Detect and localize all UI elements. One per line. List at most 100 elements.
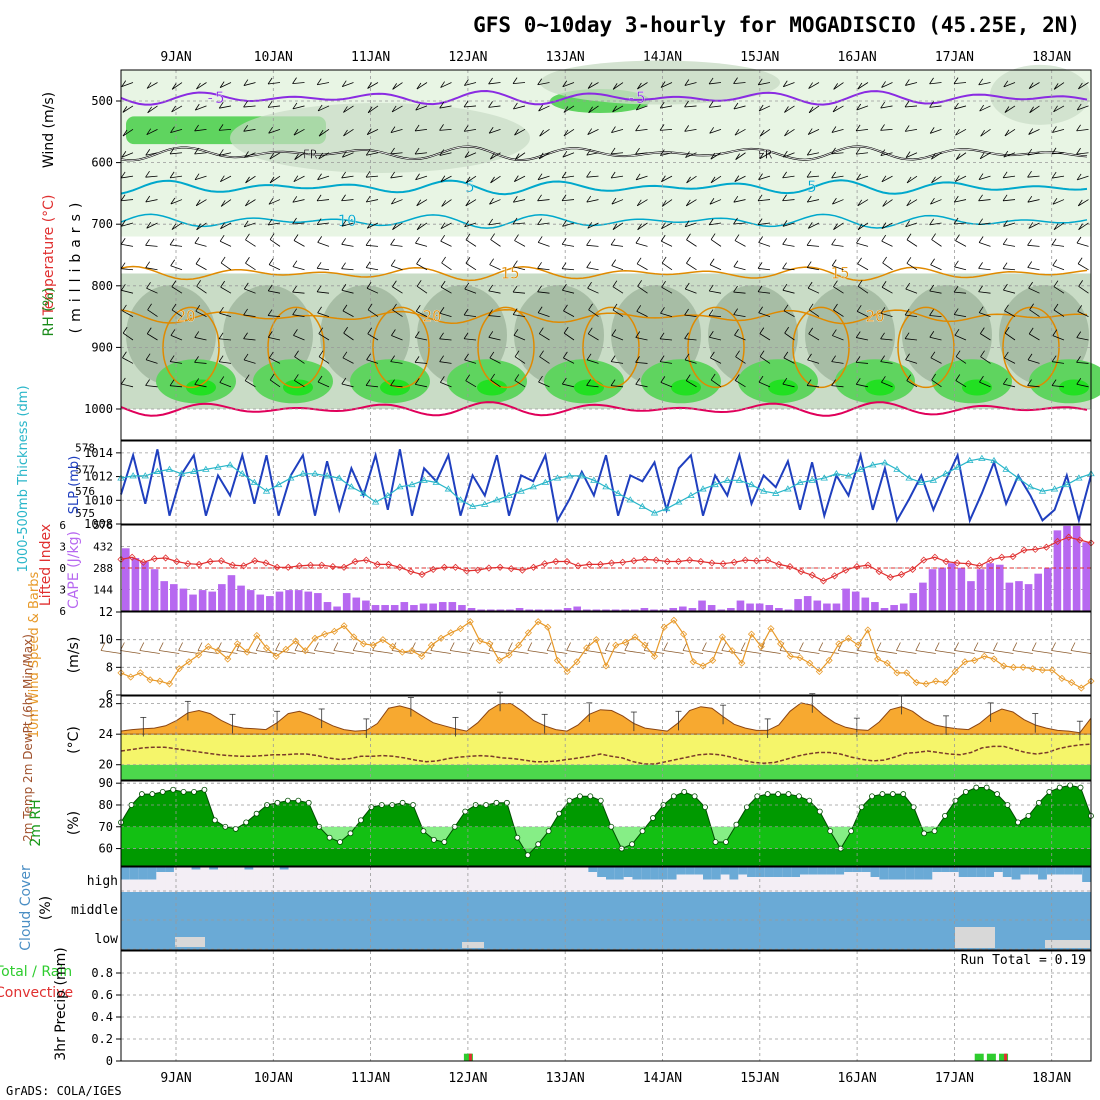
wind10-barb-flag xyxy=(158,642,164,651)
wind-barb-flag xyxy=(341,80,347,87)
wind-barb-flag xyxy=(219,306,224,314)
wind10-point xyxy=(233,640,241,648)
wind10-barb xyxy=(760,650,781,654)
li-point xyxy=(797,568,805,576)
precip-total-bar xyxy=(999,1053,1009,1061)
wind10-barb-flag xyxy=(314,642,319,651)
cape-bar xyxy=(592,609,601,611)
wind-barb-flag xyxy=(929,284,935,292)
cape-bar xyxy=(880,608,889,611)
thickness-point xyxy=(723,476,731,483)
cloud-low-bar xyxy=(281,917,292,950)
wind10-barb-flag xyxy=(682,642,688,651)
wind-barb xyxy=(562,289,575,294)
label-precip-total: Total / Rain xyxy=(0,964,72,980)
wind-barb xyxy=(1004,357,1016,364)
wind10-barb xyxy=(915,650,936,654)
thickness-point xyxy=(966,456,974,464)
thickness-point xyxy=(650,509,659,516)
wind10-point xyxy=(447,629,455,637)
cloud-high-bar xyxy=(623,867,633,877)
rh-point xyxy=(931,828,938,835)
wind-barb-flag xyxy=(833,303,838,311)
wind-barb xyxy=(366,359,379,364)
thickness-point xyxy=(1050,485,1059,492)
wind-barb-flag xyxy=(121,284,126,291)
cloud-high-bg xyxy=(447,867,457,892)
wind-barb xyxy=(660,82,673,88)
wind-barb xyxy=(416,82,428,90)
wind-barb xyxy=(563,332,575,341)
wind-barb-flag xyxy=(392,223,397,230)
wind-barb-flag xyxy=(929,331,935,338)
wind-barb-flag xyxy=(759,350,765,357)
wind-barb-flag xyxy=(1002,194,1008,202)
wind-barb xyxy=(415,337,428,341)
wind-barb-flag xyxy=(1028,327,1034,335)
wind-barb-flag xyxy=(267,218,273,226)
wind10-point xyxy=(282,645,290,653)
wind10-point xyxy=(214,647,222,655)
cloud-middle-bar xyxy=(586,892,597,917)
wind-barb-flag xyxy=(708,284,714,292)
wind10-point xyxy=(476,637,484,645)
dewpoint-line xyxy=(120,743,1092,765)
li-point xyxy=(619,558,627,566)
wind-barb-flag xyxy=(514,350,520,357)
wind-barb xyxy=(1053,222,1065,230)
wind-barb xyxy=(1052,128,1065,133)
cape-bar xyxy=(477,609,485,611)
wind-barb xyxy=(929,290,942,294)
wind-barb-flag xyxy=(782,377,788,385)
cloud-middle-bar xyxy=(292,892,303,917)
cloud-low-bar xyxy=(789,917,800,950)
cloud-high-bar xyxy=(1073,867,1083,875)
wind-barb xyxy=(367,333,379,341)
wind10-barb xyxy=(1012,650,1033,654)
wind-barb-flag xyxy=(539,129,544,137)
li-point xyxy=(585,560,593,568)
wind-barb xyxy=(906,262,918,271)
cloud-high-bar xyxy=(994,867,1004,872)
wind-barb xyxy=(856,337,869,341)
wind-barb-flag xyxy=(146,222,152,229)
wind-barb xyxy=(979,381,991,388)
wind-barb xyxy=(317,199,330,202)
cloud-high-bg xyxy=(570,867,581,892)
wind-barb-flag xyxy=(685,199,691,207)
wind-barb-flag xyxy=(1027,379,1032,386)
wind-barb-flag xyxy=(857,223,863,230)
wind-barb-flag xyxy=(316,262,322,269)
wind-barb xyxy=(905,105,918,108)
wind-barb-flag xyxy=(686,176,691,184)
panel-frame xyxy=(120,780,1092,867)
cloud-low-bar xyxy=(130,917,141,950)
thickness-point xyxy=(905,474,913,481)
wind-barb xyxy=(978,199,991,202)
wind-barb-flag xyxy=(880,101,886,109)
wind-barb xyxy=(684,359,697,364)
cape-bar xyxy=(467,608,476,611)
wind10-barb-flag xyxy=(1051,642,1056,651)
wind-barb-flag xyxy=(610,171,616,179)
cape-bar xyxy=(458,605,466,611)
li-point xyxy=(853,563,861,571)
cloud-low-bar xyxy=(535,917,546,950)
cape-bar xyxy=(1082,542,1090,611)
wind-barb-flag xyxy=(953,217,959,225)
cape-bar xyxy=(525,609,533,611)
wind-barb-flag xyxy=(243,353,249,361)
rh-point xyxy=(180,788,187,795)
li-point xyxy=(340,563,348,571)
wind-barb-flag xyxy=(292,196,298,203)
wind-barb xyxy=(783,310,795,317)
wind10-barb-flag xyxy=(721,642,727,651)
tick-label: 700 xyxy=(91,217,113,231)
cloud-low-bar xyxy=(224,917,235,950)
wind-barb-flag xyxy=(1003,351,1009,359)
rh-point xyxy=(191,788,197,795)
cloud-high-bar xyxy=(1082,867,1092,882)
isotherm-label: 5 xyxy=(465,177,475,196)
wind10-barb xyxy=(935,650,956,654)
label-thickness: 1000-500mb Thickness (dm) xyxy=(16,385,31,572)
